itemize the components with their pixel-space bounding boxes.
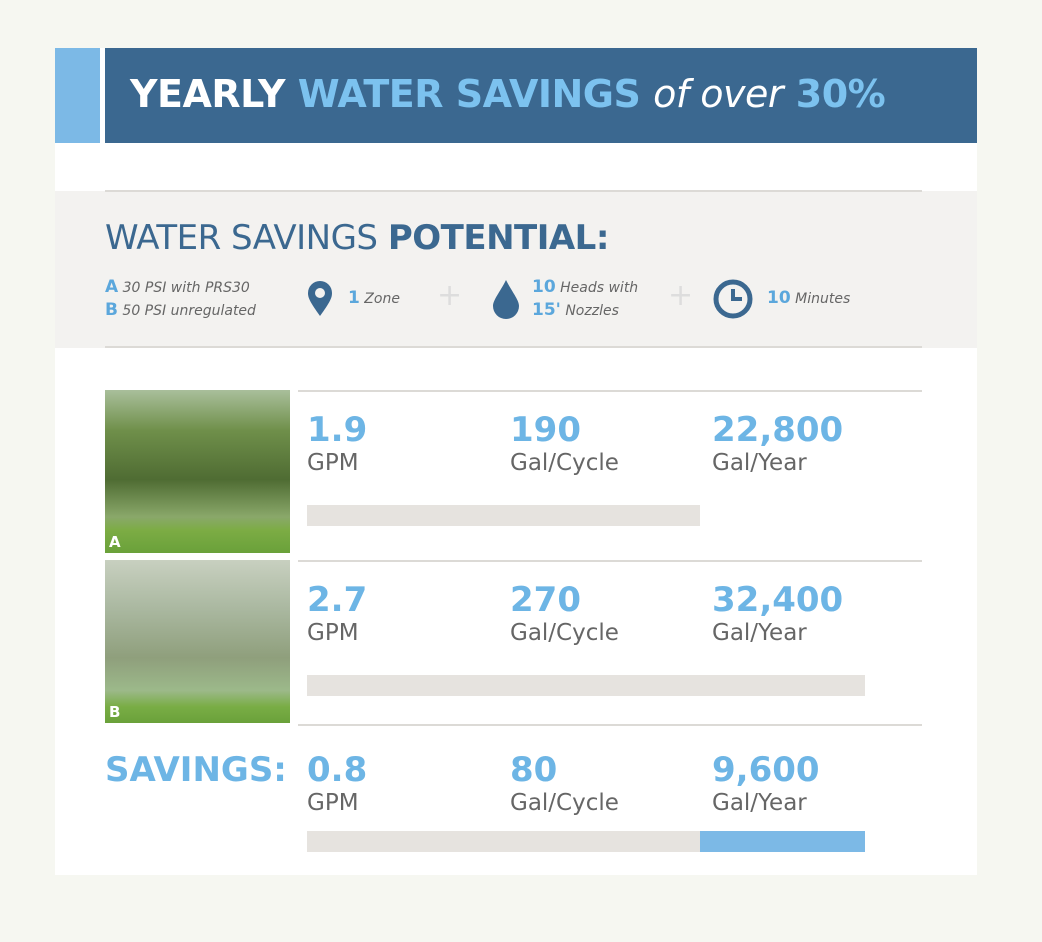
value: 9,600 (712, 750, 820, 790)
value: 2.7 (307, 580, 368, 620)
photo-label: B (109, 703, 121, 721)
value: 1.9 (307, 410, 368, 450)
title-part: 30% (795, 72, 886, 116)
time: 10 Minutes (767, 288, 850, 308)
title-part: WATER SAVINGS (297, 72, 641, 116)
unit: Gal/Year (712, 620, 807, 646)
legend-item: A 30 PSI with PRS30 (105, 276, 256, 299)
unit: Gal/Year (712, 450, 807, 476)
photo-label: A (109, 533, 121, 551)
nozzle-text: Nozzles (565, 303, 619, 319)
divider (105, 346, 922, 348)
time-number: 10 (767, 288, 791, 308)
header-title: YEARLY WATER SAVINGS of over 30% (130, 72, 886, 116)
potential-panel (55, 191, 977, 348)
legend-text: 30 PSI with PRS30 (122, 280, 250, 296)
zone-number: 1 (348, 288, 360, 308)
plus: + (668, 278, 694, 313)
time-text: Minutes (795, 291, 851, 307)
bar (307, 831, 700, 852)
bar (307, 675, 865, 696)
legend-letter: B (105, 300, 118, 320)
value: 190 (510, 410, 581, 450)
clock-icon (713, 279, 753, 319)
legend-item: B 50 PSI unregulated (105, 299, 256, 322)
header-bar (105, 48, 977, 143)
zone-text: Zone (364, 291, 400, 307)
savings-bar (699, 831, 865, 852)
legend-text: 50 PSI unregulated (122, 303, 256, 319)
header-strip (55, 48, 100, 143)
unit: Gal/Cycle (510, 790, 619, 816)
unit: Gal/Cycle (510, 620, 619, 646)
unit: Gal/Year (712, 790, 807, 816)
heads-text: Heads with (560, 280, 639, 296)
plus: + (437, 278, 463, 313)
value: 32,400 (712, 580, 844, 620)
divider (105, 190, 922, 192)
divider (298, 724, 922, 726)
legend: A 30 PSI with PRS30 B 50 PSI unregulated (105, 276, 256, 322)
title-part: YEARLY (130, 72, 285, 116)
legend-letter: A (105, 277, 119, 297)
pin-icon (308, 281, 332, 316)
value: 22,800 (712, 410, 844, 450)
drop-icon (493, 280, 519, 319)
savings-label: SAVINGS: (105, 750, 287, 790)
nozzle-size: 15' (532, 300, 561, 320)
divider (298, 390, 922, 392)
value: 0.8 (307, 750, 368, 790)
title-part: POTENTIAL: (387, 218, 610, 258)
title-part: WATER SAVINGS (105, 218, 378, 258)
potential-title: WATER SAVINGS POTENTIAL: (105, 218, 609, 258)
bar (307, 505, 700, 526)
value: 80 (510, 750, 558, 790)
unit: Gal/Cycle (510, 450, 619, 476)
heads-number: 10 (532, 277, 556, 297)
unit: GPM (307, 620, 359, 646)
heads: 10 Heads with 15' Nozzles (532, 276, 638, 322)
unit: GPM (307, 450, 359, 476)
title-part: of over (653, 72, 784, 116)
divider (298, 560, 922, 562)
zone: 1 Zone (348, 288, 400, 308)
unit: GPM (307, 790, 359, 816)
value: 270 (510, 580, 581, 620)
photo: B (105, 560, 290, 723)
photo: A (105, 390, 290, 553)
